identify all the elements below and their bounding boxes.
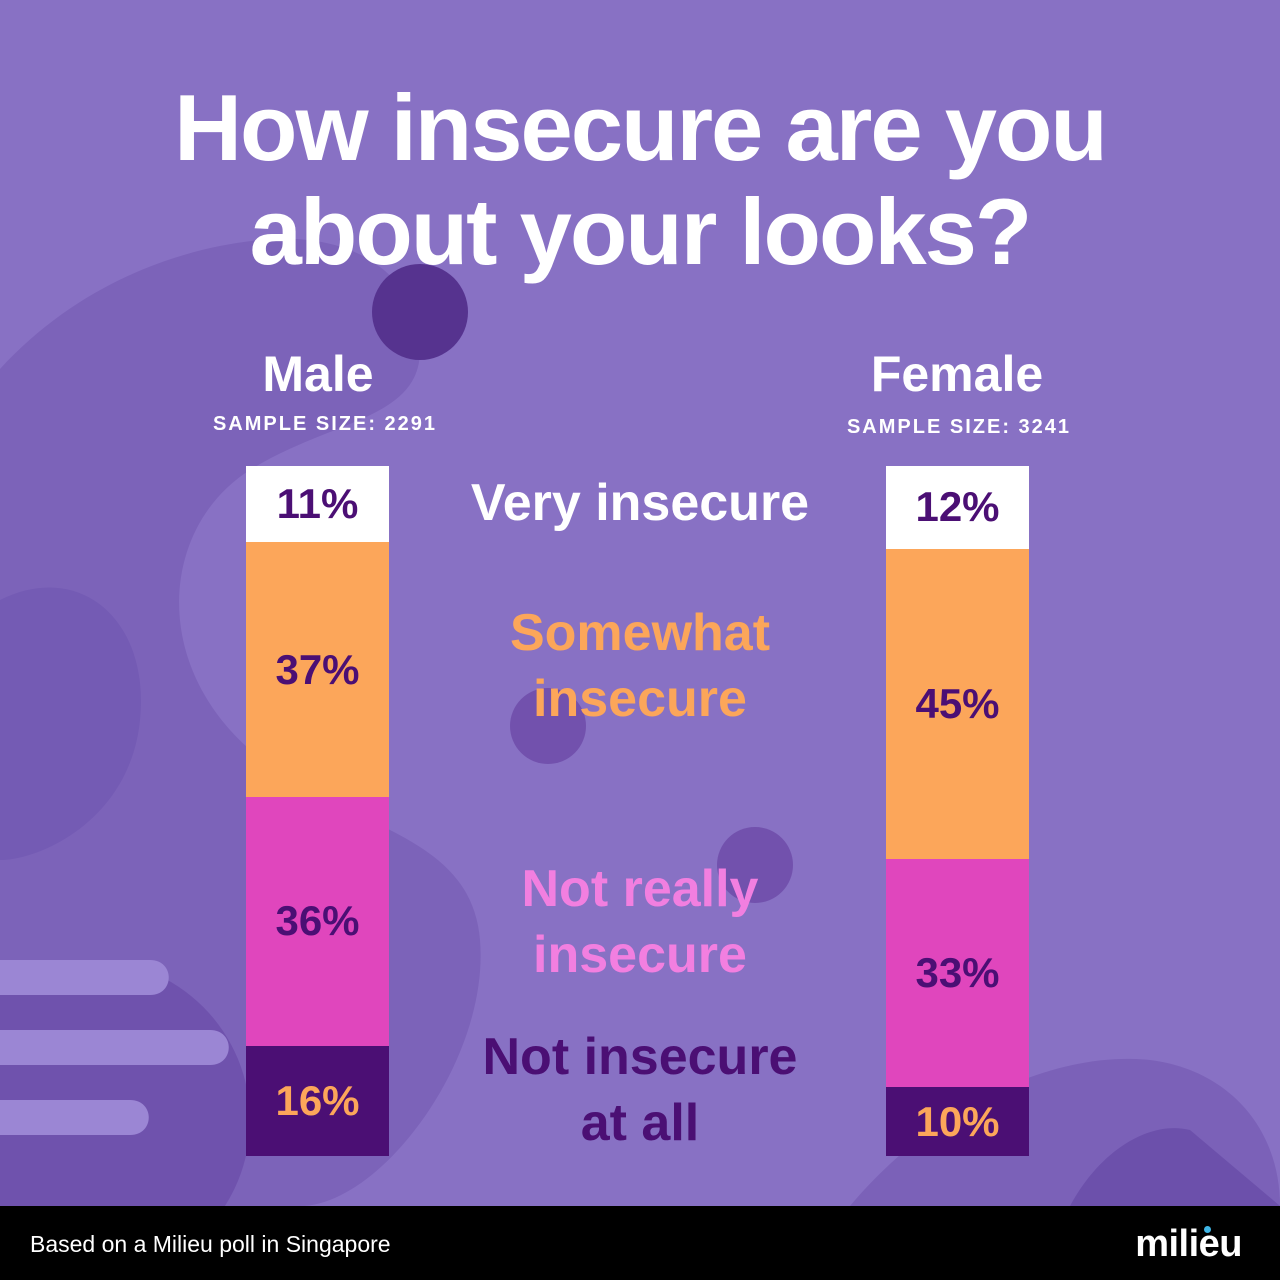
male-data-label-not-at-all: 16%: [275, 1076, 360, 1124]
male-stacked-bar: 11% 37% 36% 16%: [246, 466, 389, 1156]
legend-not-really-insecure-line-1: Not really: [521, 860, 759, 918]
footer-bar: Based on a Milieu poll in Singapore mili…: [0, 1206, 1280, 1280]
male-bar-segment-not-at-all: [246, 1045, 389, 1156]
male-data-label-somewhat: 37%: [275, 645, 360, 693]
legend-not-insecure-at-all-line-2: at all: [580, 1094, 700, 1152]
female-stacked-bar: 12% 45% 33% 10%: [886, 466, 1029, 1156]
female-bar-segment-very: [886, 466, 1029, 549]
female-data-label-not-at-all: 10%: [915, 1097, 1000, 1145]
legend-not-insecure-at-all-line-1: Not insecure: [482, 1028, 798, 1086]
male-group-label: Male: [262, 346, 374, 402]
legend-somewhat-insecure: Somewhat insecure: [440, 600, 840, 732]
legend-not-really-insecure: Not really insecure: [440, 856, 840, 988]
legend-not-insecure-at-all: Not insecure at all: [440, 1024, 840, 1156]
legend-somewhat-insecure-line-2: insecure: [533, 670, 747, 728]
female-data-label-somewhat: 45%: [915, 680, 1000, 728]
milieu-logo-text: milieu: [1135, 1223, 1242, 1265]
legend-very-insecure: Very insecure: [440, 470, 840, 536]
chart-title-line-1: How insecure are you: [174, 75, 1108, 180]
female-data-label-not-really: 33%: [915, 949, 1000, 997]
male-data-label-not-really: 36%: [275, 897, 360, 945]
legend-not-really-insecure-line-2: insecure: [533, 926, 747, 984]
milieu-logo: milieu: [1135, 1222, 1242, 1266]
male-bar-segment-not-really: [246, 797, 389, 1046]
male-bar-segment-somewhat: [246, 541, 389, 798]
female-sample-size: SAMPLE SIZE: 3241: [846, 416, 1072, 438]
footer-note: Based on a Milieu poll in Singapore: [30, 1231, 391, 1257]
legend-somewhat-insecure-line-1: Somewhat: [509, 604, 771, 662]
female-data-label-very: 12%: [915, 483, 1000, 531]
female-group-label: Female: [870, 346, 1044, 402]
legend-very-insecure-text: Very insecure: [470, 474, 810, 532]
chart-title-line-2: about your looks?: [249, 179, 1033, 284]
female-bar-segment-somewhat: [886, 548, 1029, 860]
logo-dot-icon: [1204, 1226, 1212, 1233]
male-sample-size: SAMPLE SIZE: 2291: [212, 413, 438, 435]
female-bar-segment-not-at-all: [886, 1087, 1029, 1156]
female-bar-segment-not-really: [886, 859, 1029, 1087]
male-bar-segment-very: [246, 466, 389, 542]
male-data-label-very: 11%: [276, 479, 359, 527]
